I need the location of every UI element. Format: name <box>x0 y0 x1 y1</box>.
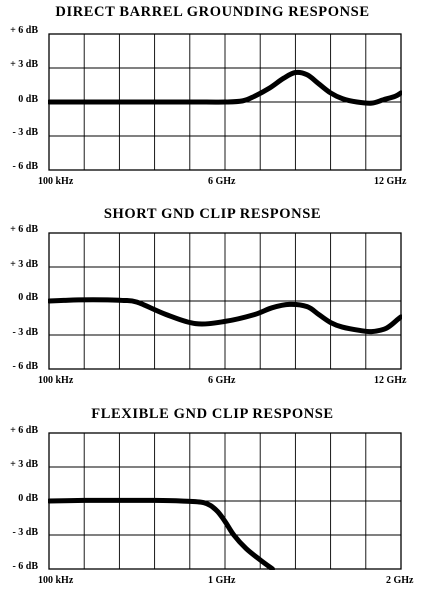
y-tick-label: - 3 dB <box>12 127 38 138</box>
y-tick-label: - 6 dB <box>12 161 38 172</box>
x-tick-label: 6 GHz <box>208 176 236 187</box>
series-line <box>48 497 276 570</box>
x-tick-label: 100 kHz <box>38 375 74 386</box>
plot-area <box>48 33 402 171</box>
y-tick-label: - 6 dB <box>12 361 38 372</box>
chart-panel-1: DIRECT BARREL GROUNDING RESPONSE + 6 dB … <box>0 0 425 200</box>
y-tick-label: + 3 dB <box>10 459 38 470</box>
plot-area <box>48 232 402 370</box>
x-tick-label: 6 GHz <box>208 375 236 386</box>
chart-title: FLEXIBLE GND CLIP RESPONSE <box>91 406 334 422</box>
x-tick-label: 2 GHz <box>386 575 414 586</box>
y-tick-label: - 6 dB <box>12 561 38 572</box>
y-tick-label: 0 dB <box>18 493 38 504</box>
x-tick-label: 12 GHz <box>374 176 407 187</box>
x-tick-label: 100 kHz <box>38 575 74 586</box>
series-line <box>48 69 402 106</box>
series-line <box>48 297 402 335</box>
chart-panel-3: FLEXIBLE GND CLIP RESPONSE + 6 dB + 3 dB… <box>0 400 425 600</box>
y-tick-label: + 3 dB <box>10 59 38 70</box>
y-tick-label: + 6 dB <box>10 224 38 235</box>
y-tick-label: + 3 dB <box>10 259 38 270</box>
y-tick-label: + 6 dB <box>10 25 38 36</box>
y-tick-label: + 6 dB <box>10 425 38 436</box>
y-tick-label: 0 dB <box>18 292 38 303</box>
chart-title: DIRECT BARREL GROUNDING RESPONSE <box>55 4 370 20</box>
y-tick-label: - 3 dB <box>12 327 38 338</box>
x-tick-label: 12 GHz <box>374 375 407 386</box>
x-tick-label: 100 kHz <box>38 176 74 187</box>
chart-panel-2: SHORT GND CLIP RESPONSE + 6 dB + 3 dB 0 … <box>0 200 425 400</box>
y-tick-label: 0 dB <box>18 94 38 105</box>
plot-area <box>48 432 402 570</box>
chart-title: SHORT GND CLIP RESPONSE <box>103 206 322 222</box>
y-tick-label: - 3 dB <box>12 527 38 538</box>
x-tick-label: 1 GHz <box>208 575 236 586</box>
